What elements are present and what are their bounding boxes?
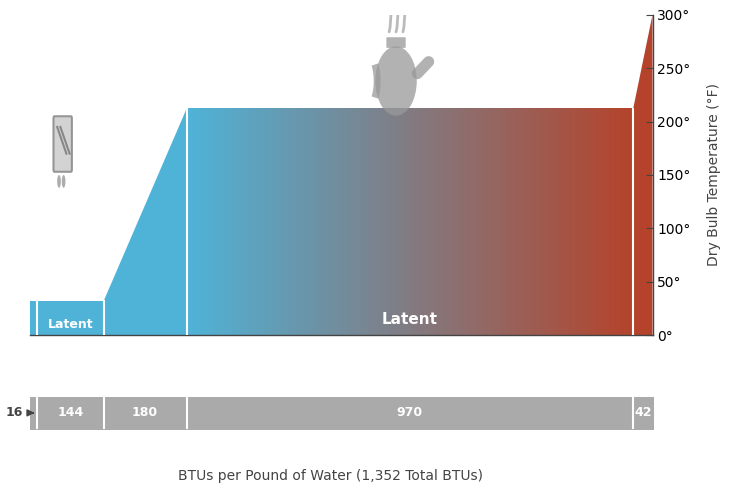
Y-axis label: Dry Bulb Temperature (°F): Dry Bulb Temperature (°F) — [707, 83, 722, 267]
FancyBboxPatch shape — [53, 116, 72, 172]
Text: Latent: Latent — [48, 318, 93, 331]
Ellipse shape — [57, 175, 61, 188]
Text: 144: 144 — [58, 406, 84, 420]
Text: 180: 180 — [132, 406, 158, 420]
Text: 16: 16 — [6, 406, 23, 420]
Polygon shape — [30, 301, 38, 335]
Text: 970: 970 — [397, 406, 423, 420]
Ellipse shape — [62, 175, 65, 188]
Polygon shape — [104, 109, 187, 335]
Ellipse shape — [375, 46, 417, 116]
FancyBboxPatch shape — [386, 37, 406, 48]
Polygon shape — [633, 15, 652, 335]
Text: 42: 42 — [634, 406, 652, 420]
Text: BTUs per Pound of Water (1,352 Total BTUs): BTUs per Pound of Water (1,352 Total BTU… — [178, 469, 482, 483]
Text: Latent: Latent — [382, 312, 438, 327]
Polygon shape — [38, 301, 104, 335]
FancyArrowPatch shape — [417, 62, 429, 73]
